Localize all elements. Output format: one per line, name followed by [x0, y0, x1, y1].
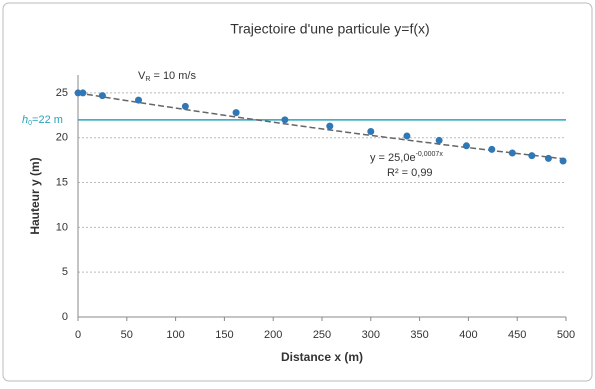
data-point — [559, 157, 567, 165]
x-tick-label: 300 — [362, 329, 380, 341]
y-tick-label: 15 — [56, 176, 68, 188]
annotation-main: V — [138, 70, 146, 82]
y-axis-title: Hauteur y (m) — [28, 157, 42, 234]
data-point — [281, 116, 289, 124]
data-point — [544, 154, 552, 162]
annotation: VR = 10 m/s — [138, 70, 196, 83]
x-tick-label: 350 — [410, 329, 428, 341]
x-tick-label: 150 — [215, 329, 233, 341]
y-tick-label: 25 — [56, 87, 68, 99]
reference-label-main: h — [22, 114, 28, 126]
x-tick-label: 0 — [75, 329, 81, 341]
trend-exponent: -0,0007x — [416, 151, 444, 158]
trendline — [77, 92, 567, 160]
data-point — [181, 102, 189, 110]
x-tick-label: 450 — [508, 329, 526, 341]
data-point — [74, 89, 82, 97]
data-point — [135, 96, 143, 104]
trend-r2: R² = 0,99 — [387, 167, 433, 179]
chart-frame — [2, 2, 593, 382]
data-point — [403, 132, 411, 140]
y-tick-label: 10 — [56, 221, 68, 233]
data-point — [367, 127, 375, 135]
data-point — [508, 149, 516, 157]
y-tick-label: 0 — [62, 311, 68, 323]
x-tick-label: 400 — [459, 329, 477, 341]
y-tick-label: 20 — [56, 132, 68, 144]
data-point — [528, 152, 536, 160]
data-point — [79, 89, 87, 97]
trend-equation: y = 25,0e-0,0007x — [370, 151, 443, 164]
data-point — [462, 142, 470, 150]
chart-title: Trajectoire d'une particule y=f(x) — [230, 21, 429, 37]
x-tick-label: 50 — [121, 329, 133, 341]
data-point — [435, 136, 443, 144]
annotation-rest: = 10 m/s — [150, 70, 196, 82]
data-point — [488, 145, 496, 153]
x-tick-label: 100 — [166, 329, 184, 341]
trend-equation-main: y = 25,0e — [370, 152, 416, 164]
y-tick-label: 5 — [62, 266, 68, 278]
x-axis-title: Distance x (m) — [281, 350, 363, 364]
x-tick-label: 200 — [264, 329, 282, 341]
reference-label-rest: =22 m — [32, 114, 63, 126]
annotation-sub: R — [145, 76, 150, 83]
data-point — [98, 92, 106, 100]
data-point — [232, 109, 240, 117]
reference-label-sub: 0 — [28, 120, 32, 127]
x-tick-label: 250 — [313, 329, 331, 341]
data-point — [326, 122, 334, 130]
reference-label: h0=22 m — [22, 114, 63, 127]
x-tick-label: 500 — [557, 329, 575, 341]
